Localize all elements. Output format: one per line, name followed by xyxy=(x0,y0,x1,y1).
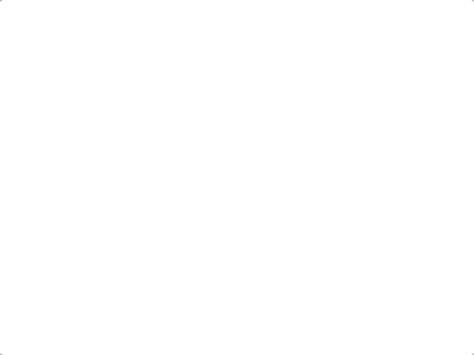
Text: Membrane Potentials: Signals: Membrane Potentials: Signals xyxy=(28,25,474,53)
Text: Used to integrate, send, and receive
information: Used to integrate, send, and receive inf… xyxy=(55,92,374,133)
Text: Types of signals – graded potentials and
action potentials: Types of signals – graded potentials and… xyxy=(55,286,405,327)
Text: •: • xyxy=(28,233,40,252)
Text: •: • xyxy=(28,190,40,209)
Text: Alterations of ion concentrations across the
membrane: Alterations of ion concentrations across… xyxy=(55,233,435,273)
Text: Changes in membrane permeability to ions: Changes in membrane permeability to ions xyxy=(55,190,433,208)
Text: •: • xyxy=(28,286,40,305)
Text: Membrane potential changes are produced
by:: Membrane potential changes are produced … xyxy=(55,142,432,183)
Text: •: • xyxy=(28,142,40,161)
Text: •: • xyxy=(28,92,40,111)
